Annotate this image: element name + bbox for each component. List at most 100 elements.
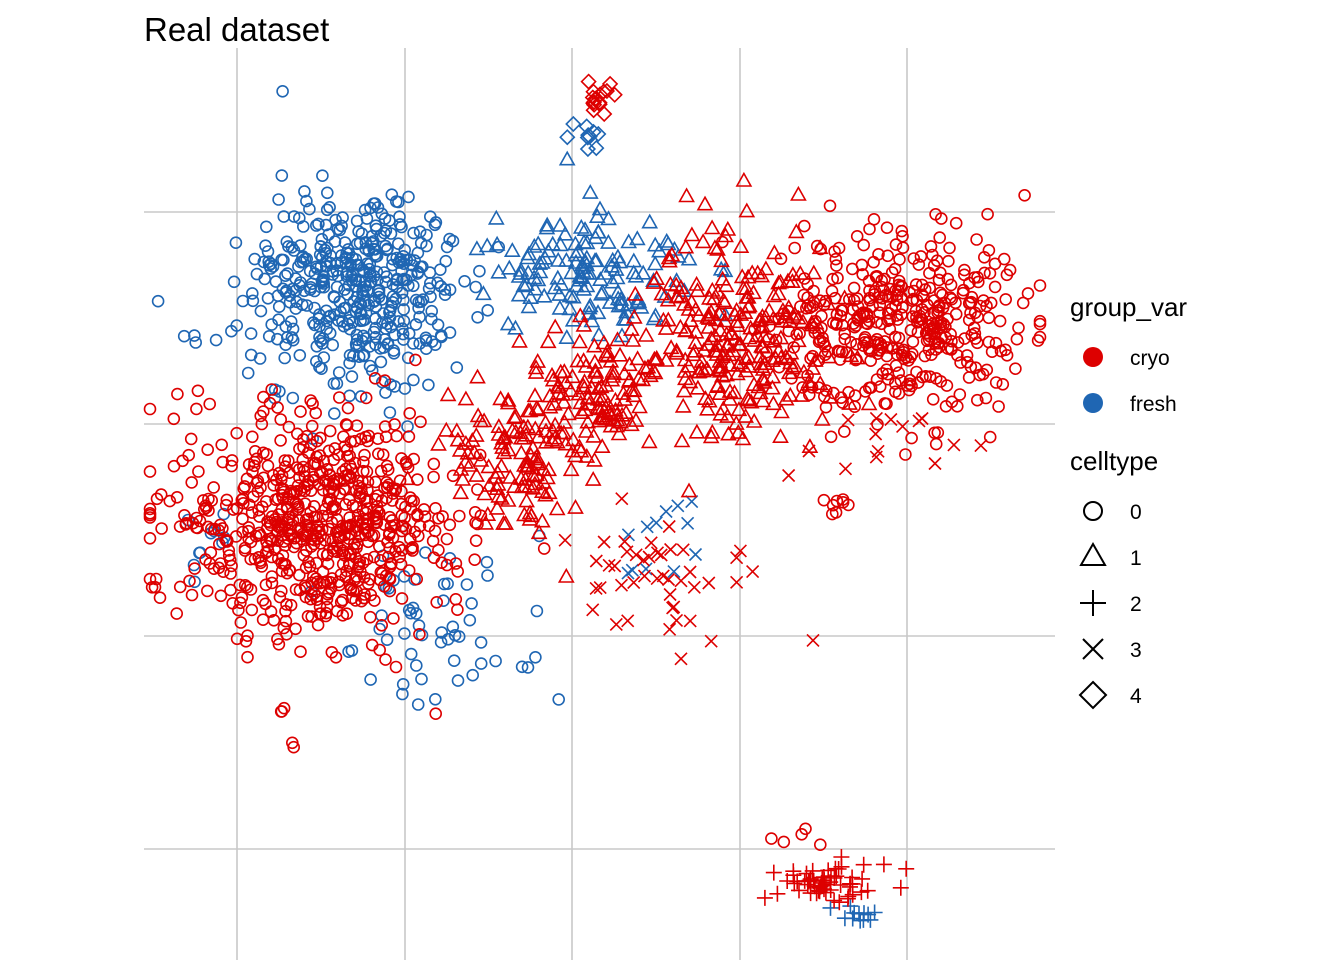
- scatter-point: [576, 221, 594, 236]
- scatter-point: [962, 297, 976, 310]
- scatter-point: [236, 294, 250, 308]
- scatter-point: [892, 274, 906, 288]
- scatter-point: [454, 470, 472, 486]
- scatter-point: [284, 484, 298, 498]
- scatter-point: [409, 659, 423, 672]
- scatter-point: [271, 632, 284, 646]
- scatter-point: [929, 343, 943, 356]
- scatter-point: [481, 569, 494, 582]
- scatter-point: [381, 337, 395, 350]
- scatter-point: [428, 692, 442, 706]
- scatter-point: [559, 129, 576, 146]
- scatter-point: [556, 225, 574, 241]
- scatter-point: [773, 312, 791, 328]
- scatter-point: [672, 318, 689, 334]
- scatter-point: [521, 510, 539, 526]
- scatter-point: [338, 283, 351, 296]
- scatter-point: [293, 348, 307, 362]
- scatter-point: [490, 418, 508, 434]
- scatter-point: [459, 444, 477, 460]
- scatter-point: [782, 354, 799, 370]
- scatter-point: [341, 449, 354, 463]
- scatter-point: [597, 376, 615, 392]
- scatter-point: [965, 290, 979, 304]
- scatter-point: [933, 266, 947, 280]
- scatter-point: [173, 580, 187, 594]
- scatter-point: [735, 171, 753, 187]
- scatter-point: [308, 284, 321, 298]
- scatter-point: [718, 325, 735, 341]
- scatter-point: [786, 357, 804, 373]
- scatter-point: [859, 882, 876, 899]
- scatter-point: [264, 262, 278, 275]
- scatter-point: [236, 512, 249, 526]
- scatter-point: [343, 511, 356, 524]
- scatter-point: [354, 432, 368, 446]
- scatter-point: [748, 327, 766, 343]
- scatter-point: [320, 241, 334, 255]
- scatter-point: [297, 480, 311, 494]
- scatter-point: [754, 370, 772, 386]
- scatter-point: [295, 298, 309, 312]
- scatter-point: [696, 195, 714, 211]
- scatter-point: [595, 83, 612, 100]
- scatter-point: [277, 253, 290, 267]
- scatter-point: [609, 248, 627, 264]
- scatter-point: [625, 308, 643, 324]
- legend-label-celltype-0: 0: [1130, 501, 1142, 524]
- scatter-point: [353, 236, 367, 250]
- scatter-point: [531, 263, 549, 279]
- scatter-point: [623, 320, 640, 336]
- scatter-point: [971, 310, 984, 324]
- scatter-point: [913, 309, 927, 323]
- scatter-point: [361, 526, 375, 539]
- scatter-point: [683, 226, 701, 242]
- scatter-point: [836, 304, 850, 317]
- scatter-point: [321, 509, 335, 523]
- scatter-point: [431, 318, 445, 332]
- scatter-point: [446, 234, 460, 248]
- scatter-point: [422, 378, 435, 392]
- scatter-point: [397, 257, 411, 271]
- scatter-point: [558, 150, 576, 166]
- scatter-point: [278, 460, 292, 474]
- scatter-point: [296, 250, 310, 263]
- scatter-point: [836, 289, 853, 305]
- scatter-point: [576, 373, 593, 389]
- scatter-point: [627, 267, 645, 283]
- scatter-point: [512, 444, 530, 460]
- scatter-point: [689, 282, 706, 298]
- scatter-point: [880, 341, 894, 354]
- scatter-point: [703, 219, 721, 235]
- scatter-point: [989, 336, 1003, 350]
- scatter-point: [227, 275, 241, 289]
- scatter-point: [978, 266, 991, 280]
- scatter-point: [302, 519, 316, 533]
- scatter-point: [1031, 334, 1045, 347]
- scatter-point: [526, 420, 544, 436]
- scatter-point: [306, 397, 319, 411]
- scatter-point: [265, 570, 279, 583]
- scatter-point: [424, 290, 437, 304]
- scatter-point: [600, 210, 617, 226]
- scatter-point: [488, 480, 506, 496]
- scatter-point: [369, 330, 382, 344]
- scatter-point: [305, 540, 318, 553]
- scatter-point: [996, 377, 1010, 391]
- scatter-point: [592, 285, 610, 301]
- scatter-point: [680, 357, 698, 373]
- scatter-point: [374, 565, 388, 579]
- scatter-point: [254, 304, 268, 318]
- scatter-point: [610, 425, 628, 441]
- scatter-point: [830, 494, 844, 508]
- scatter-point: [329, 503, 342, 517]
- scatter-point: [327, 407, 341, 420]
- scatter-point: [148, 580, 162, 594]
- scatter-point: [648, 270, 665, 286]
- scatter-point: [356, 504, 370, 517]
- scatter-point: [434, 635, 448, 649]
- scatter-point: [687, 323, 705, 339]
- scatter-point: [396, 687, 409, 701]
- scatter-point: [310, 434, 324, 448]
- scatter-point: [824, 430, 838, 444]
